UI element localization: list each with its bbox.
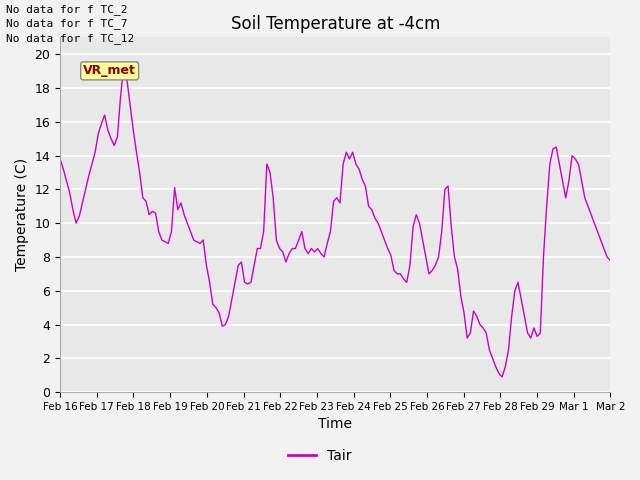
Text: No data for f TC_12: No data for f TC_12 xyxy=(6,33,134,44)
Text: VR_met: VR_met xyxy=(83,64,136,77)
Legend: Tair: Tair xyxy=(283,443,357,468)
Text: No data for f TC_2: No data for f TC_2 xyxy=(6,4,128,15)
Title: Soil Temperature at -4cm: Soil Temperature at -4cm xyxy=(230,15,440,33)
X-axis label: Time: Time xyxy=(318,418,352,432)
Y-axis label: Temperature (C): Temperature (C) xyxy=(15,158,29,271)
Text: No data for f TC_7: No data for f TC_7 xyxy=(6,18,128,29)
